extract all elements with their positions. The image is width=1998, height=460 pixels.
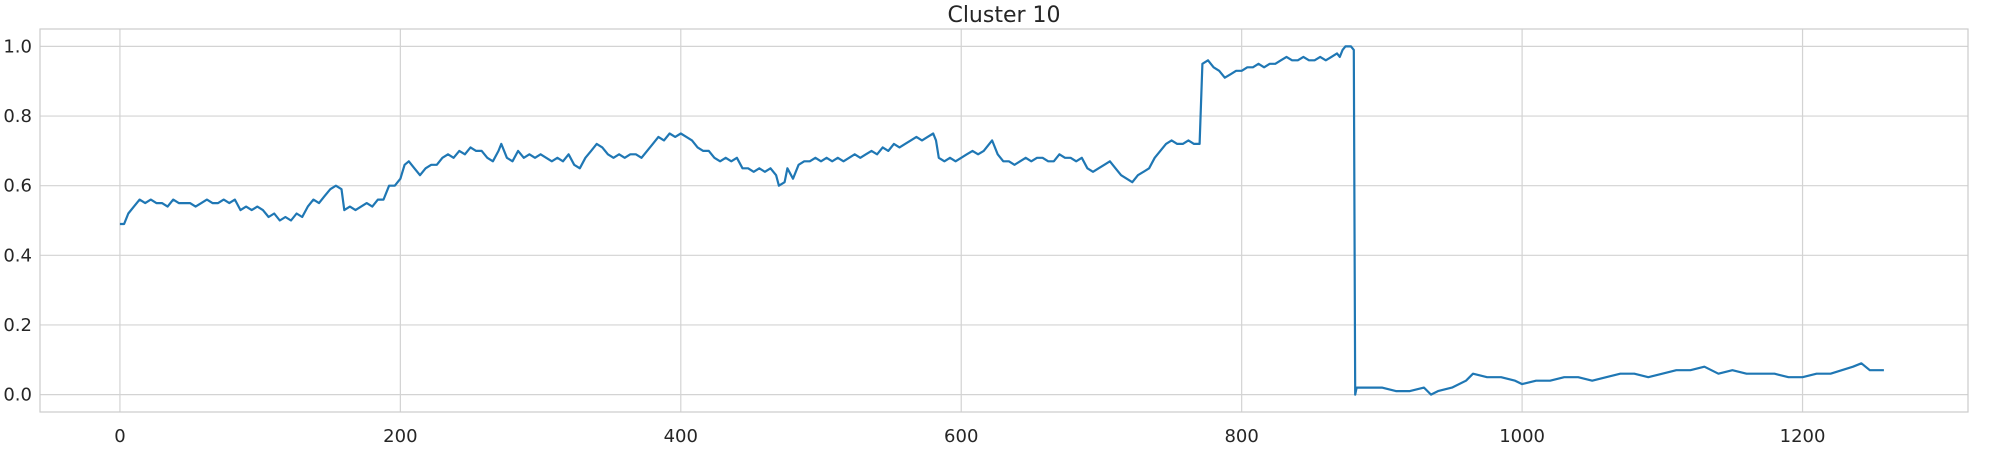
x-tick-label: 400 [664,426,698,447]
tick-labels: 0 200 400 600 800 1000 1200 0.0 0.2 0.4 0.6 0.8 1.0 [3,36,1825,447]
y-tick-label: 0.0 [3,385,32,406]
x-tick-label: 600 [944,426,978,447]
y-tick-label: 0.2 [3,315,32,336]
series-line [119,45,1884,396]
x-tick-label: 800 [1224,426,1258,447]
x-tick-label: 1200 [1780,426,1826,447]
chart-title: Cluster 10 [947,3,1060,28]
y-tick-label: 1.0 [3,36,32,57]
y-tick-label: 0.4 [3,245,32,266]
x-tick-label: 0 [114,426,125,447]
y-tick-label: 0.8 [3,106,32,127]
plot-area-frame [39,28,1969,413]
grid-lines [40,29,1968,412]
x-tick-label: 200 [383,426,417,447]
series-layer [119,45,1884,396]
y-tick-label: 0.6 [3,176,32,197]
x-tick-label: 1000 [1499,426,1545,447]
